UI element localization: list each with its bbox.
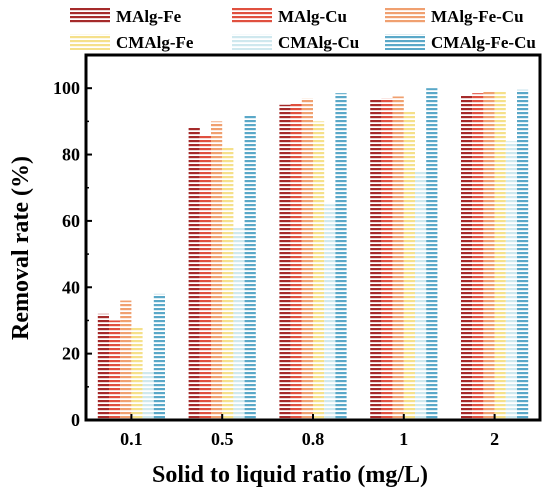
legend-label: MAlg-Fe-Cu	[431, 7, 524, 26]
legend-swatch-cmalg-fe-cu	[385, 34, 425, 50]
x-tick-label: 0.8	[302, 429, 325, 449]
bar-cmalg-cu-2	[505, 141, 517, 420]
bar-cmalg-fe-0.5	[222, 147, 234, 420]
bar-cmalg-fe-cu-0.5	[244, 114, 256, 420]
legend-swatch-cmalg-cu	[232, 34, 272, 50]
x-tick-label: 0.5	[211, 429, 234, 449]
legend-swatch-malg-cu	[232, 8, 272, 24]
bar-cmalg-fe-2	[494, 91, 506, 420]
bar-cmalg-fe-0.8	[313, 121, 325, 421]
legend: MAlg-Fe MAlg-Cu MAlg-Fe-Cu CMAlg-Fe CMAlg-Cu…	[70, 7, 536, 52]
bar-cmalg-fe-cu-0.1	[153, 293, 165, 420]
legend-label: MAlg-Fe	[116, 7, 182, 26]
bar-cmalg-cu-0.1	[142, 370, 154, 420]
y-tick-label: 60	[62, 211, 80, 231]
y-tick-label: 80	[62, 145, 80, 165]
bar-cmalg-cu-1	[415, 171, 427, 420]
x-tick-label: 2	[490, 429, 499, 449]
bar-malg-fe-2	[461, 94, 473, 420]
bar-malg-cu-0.5	[199, 134, 211, 420]
bar-malg-cu-2	[472, 93, 484, 420]
bar-cmalg-fe-0.1	[131, 327, 143, 420]
legend-label: MAlg-Cu	[278, 7, 347, 26]
legend-label: CMAlg-Cu	[278, 33, 359, 52]
bars-group	[97, 88, 529, 421]
y-tick-label: 40	[62, 277, 80, 297]
y-tick-label: 100	[53, 78, 80, 98]
legend-swatch-malg-fe-cu	[385, 8, 425, 24]
bar-cmalg-fe-cu-1	[426, 88, 438, 421]
bar-malg-fe-cu-2	[483, 91, 495, 420]
bar-cmalg-fe-cu-2	[517, 89, 529, 420]
x-axis-title: Solid to liquid ratio (mg/L)	[152, 462, 428, 488]
bar-malg-cu-0.8	[290, 103, 302, 421]
y-tick-label: 0	[71, 410, 80, 430]
bar-malg-fe-cu-0.5	[211, 121, 223, 421]
bar-malg-fe-0.8	[279, 104, 291, 421]
legend-swatch-cmalg-fe	[70, 34, 110, 50]
bar-malg-fe-0.5	[188, 128, 200, 420]
bar-cmalg-fe-1	[403, 111, 415, 420]
x-tick-label: 1	[399, 429, 408, 449]
x-tick-label: 0.1	[120, 429, 143, 449]
bar-cmalg-cu-0.5	[233, 227, 245, 420]
legend-swatch-malg-fe	[70, 8, 110, 24]
bar-cmalg-cu-0.8	[324, 204, 336, 420]
bar-cmalg-fe-cu-0.8	[335, 93, 347, 420]
bar-malg-fe-cu-0.1	[120, 300, 132, 420]
axes: 0 20 40 60 80 100 0.1 0.5 0.8 1 2	[53, 53, 542, 449]
bar-malg-fe-cu-0.8	[301, 98, 313, 420]
bar-malg-fe-cu-1	[392, 96, 404, 420]
bar-malg-fe-1	[370, 99, 382, 421]
bar-malg-fe-0.1	[97, 313, 109, 420]
y-axis-title: Removal rate (%)	[8, 156, 34, 340]
legend-label: CMAlg-Fe	[116, 33, 194, 52]
bar-malg-cu-0.1	[109, 320, 121, 420]
y-tick-label: 20	[62, 344, 80, 364]
legend-label: CMAlg-Fe-Cu	[431, 33, 536, 52]
bar-malg-cu-1	[381, 98, 393, 420]
